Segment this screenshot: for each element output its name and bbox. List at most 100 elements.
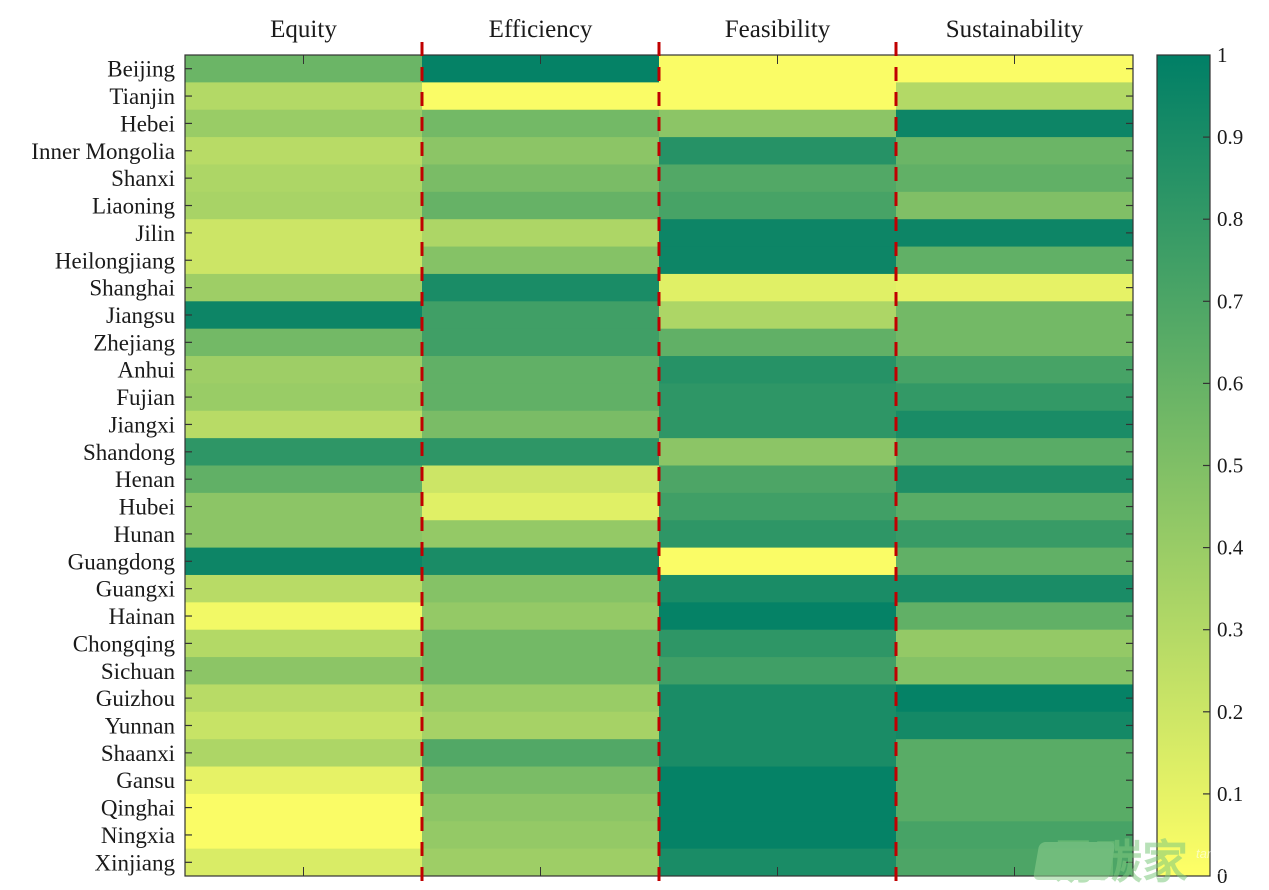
row-label: Tianjin bbox=[109, 84, 175, 109]
heatmap-cell bbox=[896, 191, 1134, 220]
watermark-badge bbox=[1033, 842, 1115, 880]
heatmap-cell bbox=[896, 739, 1134, 768]
heatmap-cell bbox=[185, 410, 423, 439]
heatmap-cell bbox=[185, 82, 423, 111]
colorbar-tick-label: 0.7 bbox=[1217, 289, 1243, 313]
heatmap-cell bbox=[422, 629, 660, 658]
heatmap-cell bbox=[422, 273, 660, 302]
row-label: Guizhou bbox=[96, 686, 176, 711]
heatmap-cell bbox=[896, 137, 1134, 165]
axis-ticks bbox=[185, 55, 1133, 876]
heatmap-cell bbox=[422, 547, 660, 576]
heatmap-cell bbox=[896, 246, 1134, 275]
heatmap-cell bbox=[896, 520, 1134, 549]
heatmap-cell bbox=[185, 574, 423, 603]
heatmap-cell bbox=[896, 465, 1134, 494]
heatmap-cell bbox=[422, 793, 660, 822]
row-label: Jiangxi bbox=[109, 412, 175, 437]
heatmap-cell bbox=[185, 520, 423, 549]
heatmap-cell bbox=[422, 492, 660, 521]
colorbar-tick-label: 0.2 bbox=[1217, 700, 1243, 724]
heatmap-cell bbox=[185, 629, 423, 658]
heatmap-cell bbox=[185, 793, 423, 822]
heatmap-cell bbox=[185, 739, 423, 768]
heatmap-cell bbox=[659, 520, 897, 549]
heatmap-cell bbox=[896, 383, 1134, 412]
colorbar-tick-label: 0.3 bbox=[1217, 618, 1243, 642]
colorbar-ticks: 0 0.1 0.2 0.3 0.4 0.5 0.6 0.7 0.8 0.9 1 bbox=[1203, 43, 1244, 888]
row-label: Liaoning bbox=[92, 194, 176, 219]
heatmap-cell bbox=[896, 328, 1134, 357]
heatmap-cell bbox=[659, 109, 897, 138]
column-separators bbox=[420, 42, 898, 890]
heatmap-cell bbox=[896, 82, 1134, 111]
heatmap-cell bbox=[659, 164, 897, 193]
heatmap-cell bbox=[422, 383, 660, 412]
heatmap-cell bbox=[659, 492, 897, 521]
heatmap-cell bbox=[659, 766, 897, 795]
heatmap-cell bbox=[659, 82, 897, 111]
row-label: Henan bbox=[115, 467, 176, 492]
heatmap-cell bbox=[659, 219, 897, 248]
heatmap-cell bbox=[659, 246, 897, 275]
heatmap-cell bbox=[659, 465, 897, 494]
colorbar-tick-label: 1 bbox=[1217, 43, 1228, 67]
row-label: Hainan bbox=[109, 604, 176, 629]
row-label: Heilongjiang bbox=[55, 248, 176, 273]
heatmap-cell bbox=[185, 711, 423, 740]
heatmap-cell bbox=[659, 410, 897, 439]
row-label: Hubei bbox=[119, 495, 175, 520]
watermark: 易碳家 tanjiaoyi .com bbox=[1033, 836, 1245, 888]
heatmap-cell bbox=[896, 356, 1134, 384]
row-label: Inner Mongolia bbox=[31, 139, 175, 164]
heatmap-cell bbox=[659, 739, 897, 768]
heatmap-cell bbox=[185, 301, 423, 330]
heatmap-cell bbox=[185, 109, 423, 138]
heatmap-cell bbox=[659, 356, 897, 384]
heatmap-cell bbox=[422, 356, 660, 384]
heatmap-cell bbox=[896, 574, 1134, 603]
heatmap-cell bbox=[896, 164, 1134, 193]
heatmap-cell bbox=[896, 301, 1134, 330]
heatmap-cell bbox=[659, 684, 897, 713]
heatmap-cell bbox=[896, 492, 1134, 521]
heatmap-cell bbox=[659, 629, 897, 658]
heatmap-cell bbox=[422, 739, 660, 768]
heatmap-cell bbox=[422, 246, 660, 275]
heatmap-cell bbox=[896, 547, 1134, 576]
heatmap-cells bbox=[185, 55, 1134, 877]
heatmap-cell bbox=[185, 328, 423, 357]
heatmap-cell bbox=[422, 137, 660, 165]
heatmap-cell bbox=[185, 137, 423, 165]
heatmap-cell bbox=[422, 109, 660, 138]
heatmap-cell bbox=[422, 410, 660, 439]
row-label: Anhui bbox=[118, 358, 176, 383]
heatmap-cell bbox=[896, 438, 1134, 466]
heatmap-cell bbox=[896, 219, 1134, 248]
row-label: Gansu bbox=[116, 768, 175, 793]
heatmap-cell bbox=[422, 657, 660, 685]
heatmap-cell bbox=[659, 657, 897, 685]
heatmap-cell bbox=[185, 246, 423, 275]
heatmap-cell bbox=[659, 547, 897, 576]
colorbar-tick-label: 0.1 bbox=[1217, 782, 1243, 806]
row-label: Yunnan bbox=[105, 713, 176, 738]
heatmap-cell bbox=[422, 219, 660, 248]
heatmap-cell bbox=[896, 684, 1134, 713]
row-label: Sichuan bbox=[101, 659, 176, 684]
column-label: Feasibility bbox=[725, 16, 831, 43]
heatmap-cell bbox=[659, 328, 897, 357]
colorbar-tick-label: 0.8 bbox=[1217, 207, 1243, 231]
row-label: Hebei bbox=[120, 111, 175, 136]
heatmap-cell bbox=[422, 328, 660, 357]
watermark-badge-line1: tanjiaoyi bbox=[1196, 846, 1245, 861]
colorbar-tick-label: 0.5 bbox=[1217, 454, 1243, 478]
heatmap-cell bbox=[422, 438, 660, 466]
row-label: Qinghai bbox=[101, 796, 175, 821]
heatmap-cell bbox=[422, 164, 660, 193]
heatmap-cell bbox=[185, 383, 423, 412]
heatmap-cell bbox=[896, 629, 1134, 658]
heatmap-cell bbox=[896, 273, 1134, 302]
heatmap-cell bbox=[422, 821, 660, 850]
heatmap-cell bbox=[422, 191, 660, 220]
